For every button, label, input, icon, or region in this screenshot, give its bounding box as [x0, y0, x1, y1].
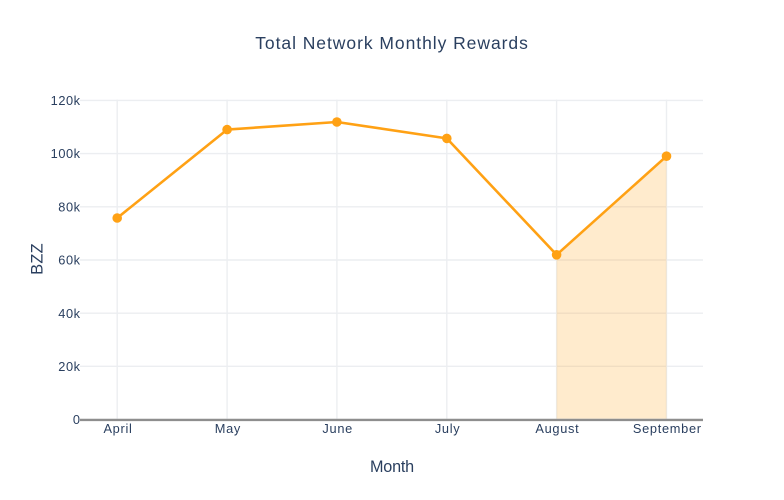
svg-text:April: April	[103, 421, 132, 436]
svg-text:Month: Month	[370, 458, 414, 476]
svg-text:July: July	[435, 421, 461, 436]
svg-text:September: September	[633, 421, 702, 436]
svg-text:June: June	[322, 421, 353, 436]
svg-text:100k: 100k	[51, 146, 81, 161]
svg-text:80k: 80k	[58, 199, 80, 214]
svg-text:August: August	[535, 421, 579, 436]
svg-text:BZZ: BZZ	[29, 243, 47, 275]
svg-text:0: 0	[73, 412, 81, 427]
svg-text:60k: 60k	[58, 253, 80, 268]
svg-text:40k: 40k	[58, 306, 80, 321]
svg-text:20k: 20k	[58, 359, 80, 374]
svg-text:May: May	[215, 421, 241, 436]
svg-text:Total Network Monthly Rewards: Total Network Monthly Rewards	[255, 33, 529, 53]
svg-text:120k: 120k	[51, 93, 81, 108]
